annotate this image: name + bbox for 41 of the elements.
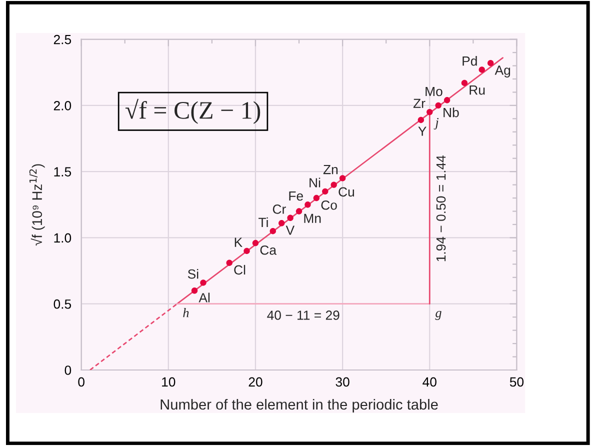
series-label: 40 − 11 = 29 <box>267 310 340 320</box>
data-label: g <box>435 310 442 320</box>
data-label: Al <box>198 292 210 302</box>
x-tick-label: 50 <box>510 377 524 387</box>
data-label: Nb <box>444 108 459 118</box>
data-label: Ca <box>260 245 277 255</box>
data-label: Zn <box>323 164 338 174</box>
x-tick-label: 10 <box>162 377 176 387</box>
data-label: Mn <box>304 214 321 223</box>
data-label: Ti <box>258 217 268 227</box>
data-label: Y <box>418 126 426 136</box>
data-label: Co <box>321 200 337 210</box>
data-label: V <box>286 226 295 235</box>
data-label: Fe <box>289 191 303 201</box>
data-label: Ru <box>470 86 485 95</box>
y-tick-label: 0.5 <box>54 299 72 309</box>
data-label: K <box>234 238 242 247</box>
x-tick-label: 40 <box>422 377 436 387</box>
x-tick-label: 0 <box>78 377 84 387</box>
y-tick-label: 1.0 <box>54 233 72 243</box>
x-axis-title: Number of the element in the periodic table <box>160 398 438 413</box>
x-tick-label: 20 <box>248 377 262 387</box>
data-label: Cr <box>272 204 286 214</box>
y-tick-label: 1.5 <box>54 167 72 176</box>
data-label: Mo <box>426 86 442 96</box>
data-label: Ni <box>310 178 320 188</box>
y-tick-label: 2.0 <box>54 101 72 110</box>
annotation: √f = C(Z − 1) <box>125 98 260 124</box>
y-tick-label: 0 <box>64 366 72 375</box>
text: 1.94 − 0.50 = 1.44 <box>436 155 446 262</box>
data-label: Si <box>188 269 198 279</box>
y-tick-label: 2.5 <box>54 34 72 44</box>
x-tick-label: 30 <box>336 377 350 387</box>
data-label: Cu <box>338 187 354 197</box>
data-label: Cl <box>234 264 246 275</box>
data-label: h <box>183 308 189 318</box>
data-label: Pd <box>462 56 477 66</box>
data-label: j <box>434 118 439 130</box>
y-axis-title: √f (10⁹ Hz$^{1/2}$) <box>29 164 45 246</box>
data-label: Zr <box>413 98 426 108</box>
data-label: Ag <box>494 66 510 78</box>
